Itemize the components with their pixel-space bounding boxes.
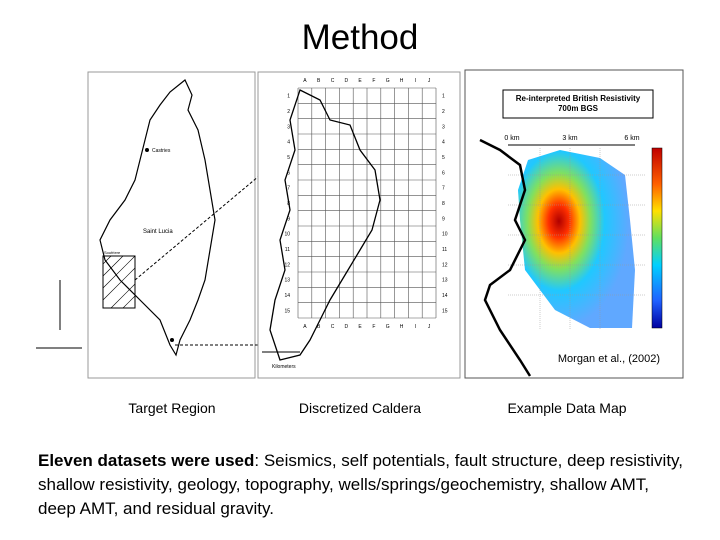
lead: Eleven datasets were used [38,451,255,470]
panel-frame [257,71,461,379]
column-label: I [415,324,416,330]
caption: Target Region [128,400,215,416]
row-label: 10 [284,232,290,238]
column-label: J [428,78,431,84]
row-label: 9 [287,216,290,222]
target-box [102,255,136,309]
column-label: G [386,78,390,84]
row-label: 15 [284,308,290,314]
coast [269,89,381,361]
column-label: A [303,324,307,330]
row-label: 9 [442,216,445,222]
hatch [102,255,136,309]
coast [479,138,532,377]
column-label: C [331,324,335,330]
colorbar [651,147,663,329]
column-label: B [317,78,321,84]
column-label: F [372,324,375,330]
column-label: A [303,78,307,84]
row-label: 3 [442,124,445,130]
column-label: H [400,324,404,330]
row-label: 13 [284,278,290,284]
slide-title: Method [301,18,419,57]
row-label: 2 [442,109,445,115]
map-label: Saint Lucia [143,229,173,235]
body-list: : Seismics, self potentials, fault struc… [38,451,684,518]
column-label: G [386,324,390,330]
row-label: 4 [442,140,445,146]
row-label: 8 [442,201,445,207]
column-label: H [400,78,404,84]
scale-label: 0 km [504,135,519,142]
credit: Morgan et al., (2002) [558,353,660,365]
column-label: D [344,78,348,84]
row-label: 12 [442,262,448,268]
island-outline [99,79,216,357]
caption: Example Data Map [507,400,626,416]
row-label: 5 [442,155,445,161]
row-label: 1 [287,94,290,100]
map-label: Castries [152,148,171,154]
row-label: 13 [442,278,448,284]
row-label: 11 [285,247,290,253]
column-label: D [344,324,348,330]
column-label: F [372,78,375,84]
map-title-box [502,89,654,119]
data-grid [508,148,645,330]
row-label: 5 [287,155,290,161]
row-label: 10 [442,232,448,238]
map-title: Re-interpreted British Resistivity 700m B… [516,94,641,113]
column-label: C [331,78,335,84]
column-label: I [415,78,416,84]
heatmap [518,150,635,328]
row-label: 1 [442,94,445,100]
connector [134,149,291,281]
scale-label: 6 km [624,135,639,142]
scale-label: Kilometers [272,364,296,370]
map-label: Soufriere [104,250,121,255]
column-label: J [428,324,431,330]
column-label: E [358,78,362,84]
row-label: 4 [287,140,290,146]
row-label: 2 [287,109,290,115]
row-label: 11 [442,247,447,253]
row-label: 7 [287,186,290,192]
row-label: 14 [284,293,290,299]
scale-label: 3 km [562,135,577,142]
row-label: 6 [442,170,445,176]
row-label: 12 [284,262,290,268]
row-label: 14 [442,293,448,299]
column-label: B [317,324,321,330]
body-text: Eleven datasets were used: Seismics, sel… [38,449,688,521]
row-label: 3 [287,124,290,130]
row-label: 7 [442,186,445,192]
row-label: 15 [442,308,448,314]
row-label: 6 [287,170,290,176]
caption: Discretized Caldera [299,400,421,416]
town-marker [170,338,174,342]
column-label: E [358,324,362,330]
town-marker [145,148,149,152]
